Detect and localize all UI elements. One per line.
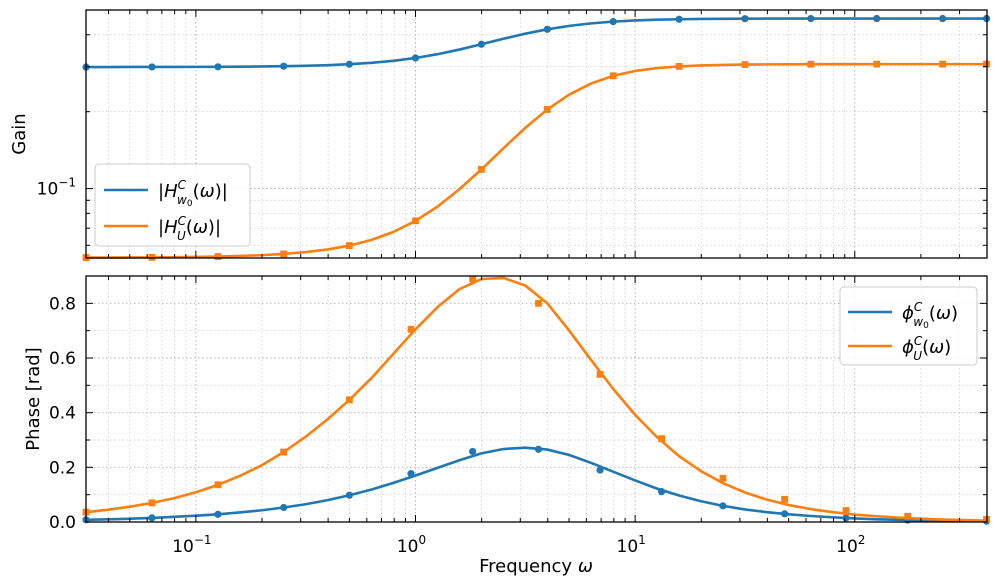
x-tick-label-exp: 1 [638,533,646,547]
data-point-circle [345,60,353,68]
data-point-square [214,481,222,489]
gain-ticks: 10−1 [37,10,987,258]
phase-plot-frame [85,275,988,523]
data-point-square [675,62,683,70]
phase-legend: ϕC w0(ω) ϕC U(ω) [839,286,978,366]
data-point-circle [411,54,420,62]
data-point-circle [534,445,543,453]
data-point-circle [675,15,683,23]
data-point-square [280,448,288,456]
data-point-square [477,165,485,173]
x-tick-label-exp: 0 [419,533,427,547]
data-point-circle [214,63,222,71]
data-point-square [719,474,727,482]
data-point-square [469,275,477,283]
data-point-square [609,72,617,80]
x-tick-label-base: 10 [617,537,639,557]
data-point-square [214,253,222,260]
gain-legend: |HC w0(ω)| |HC U(ω)| [94,163,251,247]
data-point-square [345,396,353,404]
data-point-circle [939,14,947,23]
x-tick-label: 102 [836,533,865,557]
x-tick-label: 100 [397,533,426,557]
x-tick-label: 10−1 [172,533,211,557]
data-point-square [873,60,881,68]
data-point-circle [345,491,353,499]
y-tick-label: 0.4 [49,404,76,424]
data-point-square [658,435,666,443]
x-tick-label-exp: 2 [858,533,866,547]
data-point-square [412,217,419,225]
x-tick-label-base: 10 [397,537,419,557]
data-point-square [596,371,604,378]
gain-grid [86,10,987,258]
data-point-circle [780,510,789,518]
gain-series-group [82,14,991,261]
data-point-circle [719,502,727,510]
x-tick-label: 101 [617,533,646,557]
data-point-circle [469,447,477,456]
data-point-square [345,242,353,250]
series-line-0-1 [86,62,987,259]
data-point-circle [407,470,415,478]
phase-y-axis-label: Phase [rad] [23,347,44,450]
data-point-square [842,507,850,514]
data-point-square [407,325,415,333]
data-point-square [148,499,156,507]
x-tick-label-base: 10 [836,537,858,557]
gain-panel: 10−1 Gain |HC w0(ω)| |HC U(ω)| [9,9,991,261]
data-point-square [904,512,912,520]
data-point-circle [148,514,156,522]
phase-panel: 0.00.20.40.60.810−1 100 101 102 Phase [rad]… [23,275,991,577]
x-axis-label: Frequency ω [479,556,593,577]
series-line-0-0 [86,17,987,69]
series-line-1-1 [85,276,987,522]
x-tick-label-base: 10 [172,537,194,557]
data-point-square [543,106,551,113]
data-point-circle [873,14,881,23]
data-point-circle [807,14,815,23]
data-point-square [741,61,749,68]
y-tick-label: 0.2 [49,458,76,478]
x-tick-label-exp: −1 [194,533,212,547]
y-tick-label-base: 10 [37,180,59,200]
y-tick-label: 0.0 [49,513,76,533]
data-point-circle [609,18,617,26]
data-point-circle [842,514,850,522]
data-point-circle [658,488,666,496]
data-point-square [535,299,542,307]
data-point-square [280,250,288,258]
data-point-square [807,60,815,68]
data-point-circle [741,15,749,23]
gain-plot-frame [85,9,988,259]
y-tick-label: 0.6 [49,349,76,369]
data-point-circle [280,62,288,70]
y-tick-label: 10−1 [37,176,76,200]
data-point-circle [543,25,551,33]
data-point-circle [477,40,485,48]
data-point-circle [280,503,288,512]
data-point-circle [596,466,604,474]
gain-y-axis-label: Gain [9,113,30,154]
data-point-circle [214,510,222,518]
y-tick-label: 0.8 [49,294,76,314]
data-point-square [781,495,788,503]
phase-grid [86,275,987,523]
phase-ticks: 0.00.20.40.60.810−1 100 101 102 [49,275,987,557]
y-tick-label-exp: −1 [58,176,76,190]
data-point-square [939,60,947,68]
data-point-circle [148,63,156,71]
